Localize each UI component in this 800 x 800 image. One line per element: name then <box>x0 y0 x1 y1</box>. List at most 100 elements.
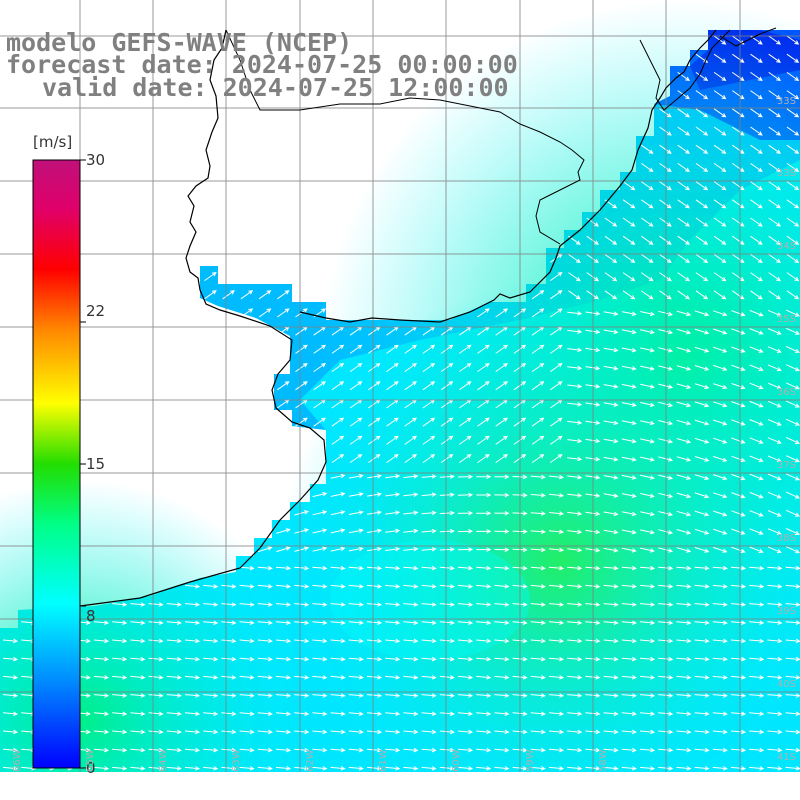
wind-arrow <box>439 547 455 552</box>
wind-arrow <box>459 435 472 445</box>
wind-arrow <box>221 638 237 644</box>
wind-arrow <box>713 346 728 353</box>
wind-arrow <box>457 492 474 498</box>
wind-arrow <box>294 766 310 771</box>
wind-arrow <box>640 529 655 535</box>
wind-arrow <box>567 474 583 480</box>
wind-arrow <box>567 693 583 698</box>
wind-arrow <box>239 656 255 662</box>
wind-arrow <box>494 584 510 589</box>
wind-arrow <box>348 528 364 534</box>
wind-arrow <box>184 638 201 644</box>
wind-arrow <box>641 217 654 227</box>
wind-arrow <box>659 235 672 245</box>
wind-arrow <box>676 419 692 426</box>
wind-arrow <box>567 620 583 625</box>
wind-arrow <box>749 309 764 317</box>
wind-arrow <box>439 474 455 479</box>
wind-arrow <box>294 656 310 662</box>
wind-arrow <box>639 693 656 698</box>
wind-arrow <box>550 362 563 373</box>
colorbar-unit: [m/s] <box>33 133 73 151</box>
wind-arrow <box>457 747 474 753</box>
wind-arrow <box>348 729 364 735</box>
wind-arrow <box>457 656 474 662</box>
wind-arrow <box>676 401 692 408</box>
wind-arrow <box>313 381 326 391</box>
wind-arrow <box>548 620 565 625</box>
wind-arrow <box>368 435 381 445</box>
wind-arrow <box>494 547 510 552</box>
wind-arrow <box>658 565 674 571</box>
wind-arrow <box>476 711 492 716</box>
wind-arrow <box>768 144 781 154</box>
lon-label: 63W <box>231 749 242 772</box>
wind-arrow <box>767 584 783 589</box>
wind-arrow <box>621 311 637 316</box>
wind-arrow <box>694 401 710 408</box>
wind-arrow <box>621 584 637 589</box>
wind-arrow <box>639 766 656 771</box>
wind-arrow <box>639 675 656 680</box>
wind-arrow <box>785 382 800 390</box>
wind-arrow <box>567 329 583 334</box>
wind-arrow <box>676 474 692 480</box>
wind-arrow <box>477 362 490 373</box>
wind-arrow <box>331 362 345 373</box>
wind-arrow <box>658 511 674 517</box>
wind-arrow <box>676 584 692 589</box>
wind-arrow <box>585 475 601 480</box>
wind-arrow <box>694 565 710 571</box>
wind-arrow <box>750 108 763 118</box>
wind-arrow <box>621 420 637 426</box>
wind-arrow <box>348 656 364 662</box>
wind-arrow <box>184 584 201 589</box>
wind-arrow <box>731 437 746 444</box>
lat-label: 34S <box>776 241 796 252</box>
wind-arrow <box>622 217 636 227</box>
wind-arrow <box>585 402 601 407</box>
wind-arrow <box>439 638 455 644</box>
wind-arrow <box>695 162 709 173</box>
wind-arrow <box>585 584 601 589</box>
wind-arrow <box>203 584 219 589</box>
wind-arrow <box>239 584 255 589</box>
wind-arrow <box>621 711 637 716</box>
wind-arrow <box>330 492 346 497</box>
wind-arrow <box>713 383 728 390</box>
wind-arrow <box>457 547 474 552</box>
wind-arrow <box>567 747 583 753</box>
wind-arrow <box>548 511 565 516</box>
wind-arrow <box>476 492 492 498</box>
wind-arrow <box>749 565 765 571</box>
wind-arrow <box>495 344 508 354</box>
wind-arrow <box>477 453 490 464</box>
wind-arrow <box>640 311 655 316</box>
wind-arrow <box>676 747 692 753</box>
wind-arrow <box>439 729 455 735</box>
lat-label: 35S <box>776 314 796 325</box>
wind-arrow <box>130 675 146 680</box>
wind-arrow <box>459 453 472 464</box>
wind-arrow <box>713 272 727 282</box>
wind-arrow <box>621 602 637 607</box>
wind-arrow <box>786 35 800 45</box>
wind-arrow <box>550 271 563 282</box>
wind-arrow <box>385 474 401 479</box>
wind-arrow <box>386 344 399 354</box>
wind-arrow <box>640 456 655 462</box>
wind-arrow <box>603 311 619 316</box>
wind-arrow <box>312 675 328 680</box>
wind-arrow <box>330 729 346 735</box>
wind-arrow <box>440 417 454 427</box>
wind-arrow <box>585 565 601 571</box>
wind-arrow <box>694 656 710 662</box>
wind-arrow <box>785 327 800 335</box>
wind-arrow <box>694 584 710 589</box>
wind-arrow <box>639 638 656 644</box>
wind-arrow <box>257 747 273 753</box>
wind-arrow <box>385 528 401 534</box>
wind-arrow <box>476 510 492 516</box>
wind-arrow <box>585 365 601 371</box>
wind-arrow <box>749 620 765 625</box>
